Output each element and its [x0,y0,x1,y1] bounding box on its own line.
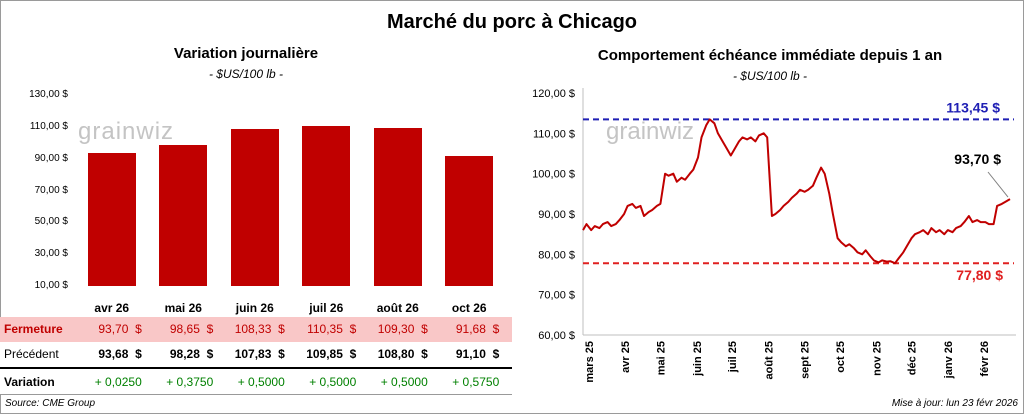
left-x-category-label: mai 26 [164,301,202,315]
high-value-label: 113,45 $ [946,99,1000,115]
right-x-tick-label: nov 25 [871,341,883,376]
right-x-tick-label: oct 25 [835,341,847,373]
right-x-tick-label: mars 25 [584,341,596,383]
left-bar [302,126,351,286]
right-y-tick-label: 90,00 $ [538,209,575,221]
left-y-tick-label: 50,00 $ [34,216,68,228]
left-watermark-logo: grainwiz [78,118,174,146]
right-y-tick-label: 80,00 $ [538,249,575,261]
fermeture-row [0,317,512,342]
right-y-tick-label: 60,00 $ [538,330,575,342]
table-cell: 107,83 $ [234,347,285,361]
table-cell: 98,28 $ [169,347,214,361]
right-x-tick-label: mai 25 [655,341,667,375]
left-x-category-label: avr 26 [94,301,130,315]
right-x-tick-label: juil 25 [727,341,739,373]
left-watermark-text: grainwiz [78,118,175,145]
last-value-leader-line [987,171,1009,198]
price-series-line [582,118,1011,265]
table-cell: 110,35 $ [307,322,357,336]
table-cell: + 0,5000 [309,375,357,389]
table-cell: 93,68 $ [98,347,142,361]
left-x-category-label: août 26 [376,301,419,315]
update-note: Mise à jour: lun 23 févr 2026 [891,398,1018,409]
left-chart-unit: - $US/100 lb - [208,67,284,81]
left-bar [373,127,422,286]
left-chart-title: Variation journalière [173,45,319,62]
table-row-label: Précédent [4,347,59,361]
table-cell: + 0,0250 [94,375,142,389]
table-cell: 91,68 $ [455,322,500,336]
table-cell: + 0,3750 [166,375,214,389]
left-x-category-label: juin 26 [235,301,274,315]
right-x-tick-label: déc 25 [906,341,918,375]
left-y-tick-label: 70,00 $ [34,184,68,196]
table-cell: 108,33 $ [234,322,285,336]
left-bar [230,129,279,286]
source-note: Source: CME Group [5,398,96,409]
table-cell: + 0,5000 [380,375,428,389]
right-x-tick-label: avr 25 [620,341,632,373]
table-row-label: Fermeture [4,322,63,336]
right-chart-title: Comportement échéance immédiate depuis 1… [597,47,943,64]
right-watermark: grainwiz [606,118,694,145]
table-cell: 93,70 $ [98,322,142,336]
left-y-tick-label: 110,00 $ [29,120,68,132]
right-x-tick-label: sept 25 [800,341,812,379]
right-chart-unit: - $US/100 lb - [732,69,808,83]
table-cell: 109,30 $ [377,322,428,336]
right-x-tick-label: janv 26 [943,341,955,379]
table-cell: + 0,5000 [237,375,285,389]
table-row-label: Variation [4,375,55,389]
table-cell: 109,85 $ [306,347,357,361]
table-cell: 108,80 $ [377,347,428,361]
left-y-tick-label: 90,00 $ [34,152,68,164]
left-y-tick-label: 10,00 $ [34,280,68,291]
low-value-label: 77,80 $ [956,267,1003,283]
right-y-tick-label: 70,00 $ [538,290,575,302]
right-x-tick-label: juin 25 [692,341,704,377]
left-x-category-label: juil 26 [309,301,344,315]
table-cell: 98,65 $ [169,322,214,336]
variation-row [0,369,512,395]
table-cell: + 0,5750 [452,375,500,389]
last-value-label: 93,70 $ [954,151,1001,167]
right-x-tick-label: févr 26 [979,341,991,376]
page-title: Marché du porc à Chicago [386,11,638,33]
left-y-tick-label: 130,00 $ [29,89,68,100]
right-y-tick-label: 100,00 $ [532,169,575,181]
left-bar [87,152,136,286]
left-bar [159,144,208,286]
left-bar [445,155,494,286]
table-cell: 91,10 $ [455,347,500,361]
right-x-tick-label: août 25 [763,341,775,380]
left-x-category-label: oct 26 [451,301,487,315]
right-y-tick-label: 120,00 $ [532,88,575,100]
right-y-tick-label: 110,00 $ [533,128,575,140]
precedent-row [0,342,512,369]
left-y-tick-label: 30,00 $ [34,248,68,260]
